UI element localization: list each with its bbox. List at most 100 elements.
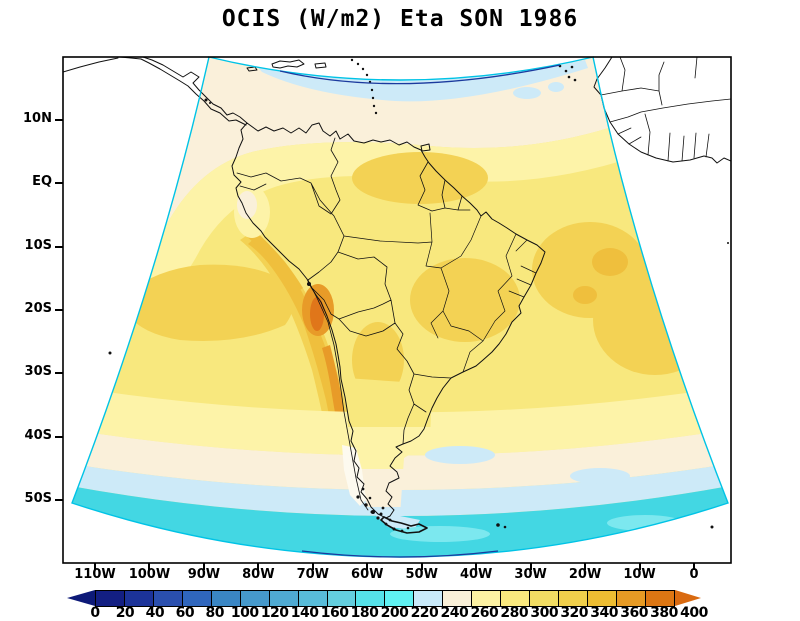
plot-frame [62, 56, 732, 564]
lon-tick [584, 563, 587, 570]
lon-tick [420, 563, 423, 570]
lat-axis-label: 30S [24, 364, 52, 380]
lat-tick [55, 245, 63, 248]
colorbar-tick-label: 400 [680, 605, 708, 621]
cyan-bright-spot [607, 515, 683, 531]
brazil-state-borders [343, 212, 537, 373]
caribbean-islands [246, 59, 431, 152]
lat-axis-label: 20S [24, 301, 52, 317]
lon-axis-label: 60W [351, 567, 384, 582]
country-borders [236, 137, 471, 511]
lon-tick [94, 563, 96, 570]
cream-ecuador [237, 191, 257, 219]
lat-axis-label: 10N [23, 111, 52, 126]
patagonia-yellow [346, 378, 432, 427]
colorbar-right-arrow [674, 590, 701, 606]
lon-axis-label: 40W [459, 567, 493, 582]
lake-titicaca [307, 282, 311, 286]
paleblue-atlantic-spot [425, 446, 495, 464]
colorbar-tick-label: 360 [620, 605, 648, 621]
colorbar-tick-label: 60 [175, 605, 195, 621]
orange-andes-ribbon [248, 235, 354, 460]
nicaragua-lakes [204, 98, 208, 102]
colorbar-tick-label: 260 [470, 605, 499, 621]
south-paleblue-band [72, 462, 728, 516]
africa-borders [600, 57, 731, 162]
lat-tick [55, 119, 63, 121]
golden-atlantic [593, 265, 717, 375]
lat-axis-label: 40S [24, 427, 52, 443]
lon-axis-label: 50W [405, 567, 438, 582]
south-georgia [496, 523, 500, 527]
lat-tick [55, 182, 63, 185]
colorbar-tick-label: 180 [350, 605, 379, 621]
orange-ne-brazil-spot [573, 286, 597, 304]
lon-axis-label: 10W [623, 567, 656, 582]
lon-axis-label: 0 [689, 567, 699, 582]
lon-tick [692, 563, 695, 570]
lat-tick [55, 372, 63, 375]
colorbar-tick-label: 340 [590, 605, 619, 621]
golden-central-brazil [410, 258, 520, 342]
small-islands-dots [108, 64, 729, 533]
plot-title: OCIS (W/m2) Eta SON 1986 [221, 6, 579, 32]
colorbar-tick-label: 320 [560, 605, 589, 621]
geography-layer [63, 57, 731, 534]
colorbar [67, 590, 701, 607]
lon-axis-label: 20W [568, 567, 602, 582]
colorbar-tick-label: 200 [380, 605, 409, 621]
colorbar-tick-label: 160 [320, 605, 349, 621]
colorbar-left-arrow [67, 590, 95, 606]
lat-tick [55, 309, 63, 312]
colorbar-tick-label: 40 [145, 605, 165, 621]
lon-tick [366, 563, 369, 570]
colorbar-tick-label: 120 [260, 605, 289, 621]
lon-axis-label: 100W [128, 567, 171, 582]
lon-tick [257, 563, 260, 570]
fan-outline-navy-top [279, 64, 561, 85]
palecyan-spot [548, 82, 564, 92]
orange-peru-coast [246, 228, 303, 293]
golden-n-argentina [352, 322, 404, 398]
fan-outline-navy-bottom [301, 550, 499, 558]
galapagos-island [108, 351, 112, 355]
colorbar-tick-label: 240 [440, 605, 469, 621]
colorbar-tick-label: 380 [650, 605, 678, 621]
lon-axis-label: 80W [242, 567, 275, 582]
paleblue-atlantic-spot [570, 468, 630, 484]
lon-tick [529, 563, 532, 570]
north-palecyan-strip [255, 60, 588, 102]
colorbar-segment [644, 590, 675, 607]
snow-andes-strip [342, 445, 366, 506]
colorbar-tick-label: 280 [500, 605, 529, 621]
lon-tick [202, 563, 205, 570]
colorbar-tick-label: 300 [530, 605, 559, 621]
orange-core-altiplano [310, 297, 324, 331]
palecyan-spot [513, 87, 541, 99]
fan-outline [71, 56, 729, 558]
colorbar-tick-label: 100 [230, 605, 259, 621]
fjord-specks [361, 487, 365, 491]
golden-pacific-patch [120, 264, 294, 341]
lat-tick [55, 435, 63, 438]
lon-axis-label: 70W [296, 567, 330, 582]
africa-coastline [593, 57, 731, 164]
lat-axis-label: 10S [24, 237, 52, 253]
golden-venezuela [352, 152, 488, 204]
colorbar-tick-label: 20 [115, 605, 135, 621]
lon-tick [311, 563, 314, 570]
lat-tick [55, 499, 63, 502]
cyan-bright-spot [390, 526, 490, 542]
contour-fill-layer [72, 57, 728, 557]
colorbar-tick-label: 80 [205, 605, 225, 621]
colorbar-tick-label: 140 [290, 605, 319, 621]
orange-ne-brazil-spot [592, 248, 628, 276]
lon-axis-label: 30W [514, 567, 547, 582]
lon-axis-label: 90W [187, 567, 221, 582]
lat-axis-label: EQ [32, 174, 52, 190]
lon-tick [475, 563, 478, 570]
lon-axis-label: 110W [74, 567, 116, 582]
central-america-coast [63, 57, 248, 126]
